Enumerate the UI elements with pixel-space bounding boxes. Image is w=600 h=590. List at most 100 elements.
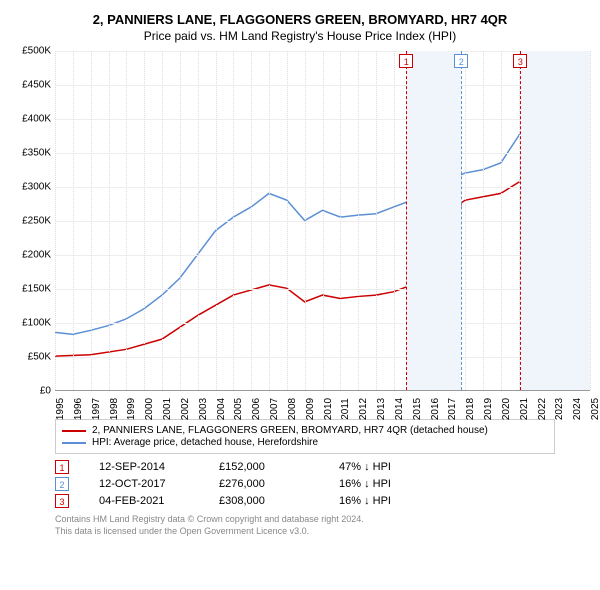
x-tick-label: 2005 — [233, 398, 244, 420]
x-tick-label: 2009 — [305, 398, 316, 420]
grid-line-v — [394, 51, 395, 390]
sale-number-box: 1 — [55, 460, 69, 474]
grid-line-v — [269, 51, 270, 390]
marker-number-box: 3 — [513, 54, 527, 68]
legend-row: 2, PANNIERS LANE, FLAGGONERS GREEN, BROM… — [62, 425, 548, 436]
x-tick-label: 2001 — [162, 398, 173, 420]
x-tick-label: 2011 — [340, 398, 351, 420]
plot: 1 2 3 — [55, 51, 590, 391]
chart-title: 2, PANNIERS LANE, FLAGGONERS GREEN, BROM… — [10, 12, 590, 27]
grid-line-v — [501, 51, 502, 390]
x-tick-label: 1996 — [73, 398, 84, 420]
sale-date: 04-FEB-2021 — [99, 495, 219, 507]
marker-line — [461, 51, 462, 390]
grid-line-v — [91, 51, 92, 390]
x-tick-label: 2015 — [412, 398, 423, 420]
x-tick-label: 2024 — [572, 398, 583, 420]
grid-line-v — [144, 51, 145, 390]
footer-line1: Contains HM Land Registry data © Crown c… — [55, 514, 590, 526]
y-tick-label: £0 — [40, 386, 51, 397]
plot-area: £0£50K£100K£150K£200K£250K£300K£350K£400… — [10, 51, 590, 411]
x-tick-label: 2025 — [590, 398, 600, 420]
x-tick-label: 1997 — [91, 398, 102, 420]
sale-diff: 47% ↓ HPI — [339, 461, 439, 473]
grid-line-v — [198, 51, 199, 390]
y-tick-label: £400K — [22, 114, 51, 125]
marker-number-box: 2 — [454, 54, 468, 68]
legend-label: HPI: Average price, detached house, Here… — [92, 437, 318, 448]
x-tick-label: 2007 — [269, 398, 280, 420]
x-tick-label: 2008 — [287, 398, 298, 420]
legend: 2, PANNIERS LANE, FLAGGONERS GREEN, BROM… — [55, 419, 555, 454]
legend-row: HPI: Average price, detached house, Here… — [62, 437, 548, 448]
y-tick-label: £250K — [22, 216, 51, 227]
x-tick-label: 2004 — [216, 398, 227, 420]
x-tick-label: 2018 — [465, 398, 476, 420]
y-tick-label: £200K — [22, 250, 51, 261]
y-tick-label: £350K — [22, 148, 51, 159]
x-tick-label: 2014 — [394, 398, 405, 420]
x-tick-label: 2006 — [251, 398, 262, 420]
x-tick-label: 2012 — [358, 398, 369, 420]
x-tick-label: 2022 — [537, 398, 548, 420]
legend-swatch — [62, 430, 86, 432]
grid-line-v — [483, 51, 484, 390]
y-axis: £0£50K£100K£150K£200K£250K£300K£350K£400… — [10, 51, 55, 391]
marker-band — [406, 51, 461, 390]
legend-label: 2, PANNIERS LANE, FLAGGONERS GREEN, BROM… — [92, 425, 488, 436]
footer-line2: This data is licensed under the Open Gov… — [55, 526, 590, 538]
marker-band — [520, 51, 590, 390]
x-axis: 1995199619971998199920002001200220032004… — [55, 391, 590, 411]
grid-line-v — [376, 51, 377, 390]
sale-number-box: 3 — [55, 494, 69, 508]
x-tick-label: 2021 — [519, 398, 530, 420]
grid-line-v — [233, 51, 234, 390]
sale-date: 12-OCT-2017 — [99, 478, 219, 490]
grid-line-v — [55, 51, 56, 390]
y-tick-label: £100K — [22, 318, 51, 329]
sale-price: £276,000 — [219, 478, 339, 490]
grid-line-v — [180, 51, 181, 390]
x-tick-label: 1998 — [109, 398, 120, 420]
x-tick-label: 2019 — [483, 398, 494, 420]
sale-price: £152,000 — [219, 461, 339, 473]
grid-line-v — [590, 51, 591, 390]
grid-line-v — [305, 51, 306, 390]
x-tick-label: 2023 — [554, 398, 565, 420]
x-tick-label: 1995 — [55, 398, 66, 420]
chart-subtitle: Price paid vs. HM Land Registry's House … — [10, 29, 590, 43]
grid-line-v — [465, 51, 466, 390]
marker-line — [406, 51, 407, 390]
grid-line-v — [109, 51, 110, 390]
grid-line-v — [126, 51, 127, 390]
x-tick-label: 2002 — [180, 398, 191, 420]
grid-line-v — [340, 51, 341, 390]
marker-line — [520, 51, 521, 390]
chart-container: 2, PANNIERS LANE, FLAGGONERS GREEN, BROM… — [10, 12, 590, 537]
x-tick-label: 1999 — [126, 398, 137, 420]
sale-row: 304-FEB-2021£308,00016% ↓ HPI — [55, 494, 590, 508]
sale-number-box: 2 — [55, 477, 69, 491]
x-tick-label: 2003 — [198, 398, 209, 420]
y-tick-label: £450K — [22, 80, 51, 91]
sale-row: 1 12-SEP-2014£152,00047% ↓ HPI — [55, 460, 590, 474]
grid-line-v — [73, 51, 74, 390]
grid-line-v — [162, 51, 163, 390]
x-tick-label: 2020 — [501, 398, 512, 420]
sale-date: 12-SEP-2014 — [99, 461, 219, 473]
grid-line-v — [287, 51, 288, 390]
y-tick-label: £300K — [22, 182, 51, 193]
marker-number-box: 1 — [399, 54, 413, 68]
grid-line-v — [251, 51, 252, 390]
sales-table: 1 12-SEP-2014£152,00047% ↓ HPI 2 12-OCT-201… — [55, 460, 590, 508]
y-tick-label: £150K — [22, 284, 51, 295]
x-tick-label: 2016 — [430, 398, 441, 420]
sale-diff: 16% ↓ HPI — [339, 478, 439, 490]
grid-line-v — [216, 51, 217, 390]
grid-line-v — [358, 51, 359, 390]
legend-swatch — [62, 442, 86, 444]
x-tick-label: 2000 — [144, 398, 155, 420]
x-tick-label: 2017 — [447, 398, 458, 420]
y-tick-label: £500K — [22, 46, 51, 57]
footer: Contains HM Land Registry data © Crown c… — [55, 514, 590, 537]
